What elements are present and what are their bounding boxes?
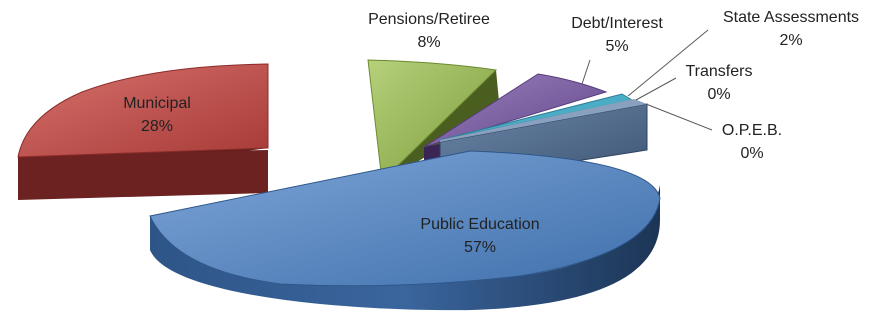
slice-municipal-front	[18, 150, 268, 200]
value-municipal: 28%	[141, 118, 173, 135]
leader-line-transfers	[635, 77, 677, 101]
value-pensions: 8%	[417, 34, 440, 51]
label-pensions: Pensions/Retiree	[368, 11, 490, 28]
slice-pensions	[367, 59, 500, 183]
value-debt: 5%	[605, 38, 628, 55]
slice-debt-top	[423, 73, 608, 148]
label-transfers: Transfers	[686, 63, 753, 80]
slice-public-education-top	[149, 150, 661, 287]
leader-line-state-assessments	[627, 29, 709, 97]
leader-line-debt	[581, 59, 591, 85]
value-opeb: 0%	[740, 145, 763, 162]
slice-labels: Public Education 57% Municipal 28% Pensi…	[123, 9, 859, 256]
slice-municipal	[17, 63, 269, 200]
label-public-education: Public Education	[420, 216, 539, 233]
value-public-education: 57%	[464, 239, 496, 256]
label-municipal: Municipal	[123, 95, 191, 112]
slice-public-education	[149, 150, 661, 311]
leader-line-opeb	[645, 103, 713, 131]
label-debt: Debt/Interest	[571, 15, 663, 32]
slice-municipal-top	[17, 63, 269, 158]
leader-lines	[581, 29, 713, 131]
value-transfers: 0%	[707, 86, 730, 103]
slice-opeb-top	[440, 99, 647, 142]
slice-pensions-top	[367, 59, 498, 183]
label-opeb: O.P.E.B.	[722, 122, 782, 139]
value-state-assessments: 2%	[779, 32, 802, 49]
label-state-assessments: State Assessments	[723, 9, 859, 26]
